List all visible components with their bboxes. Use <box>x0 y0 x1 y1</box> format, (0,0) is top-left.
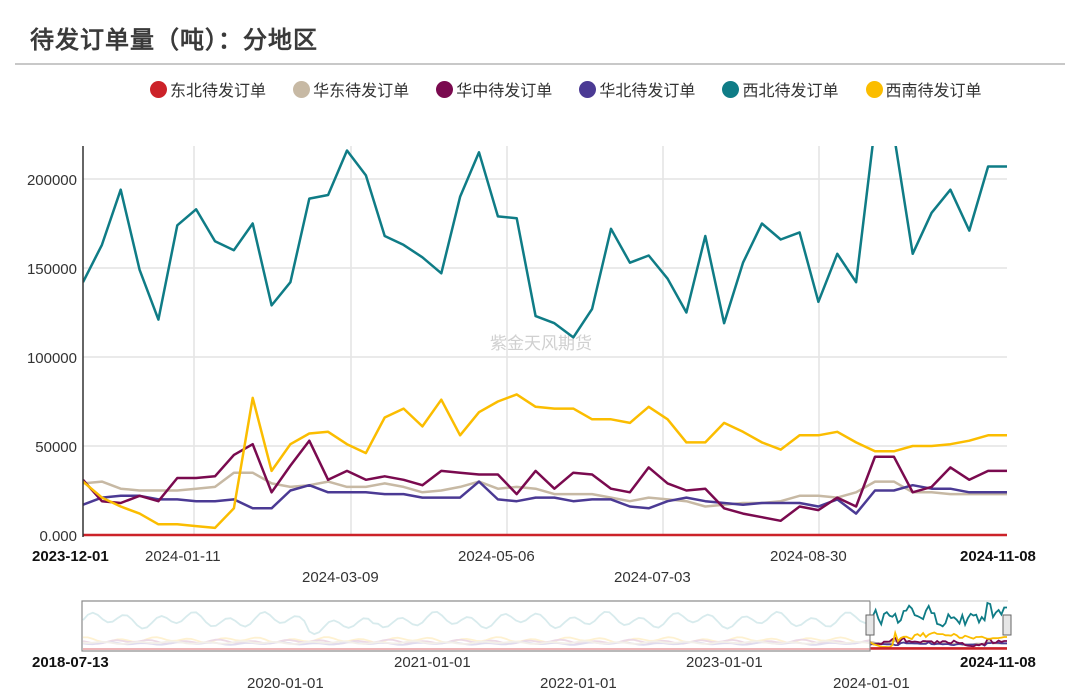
legend-dot-icon <box>579 80 597 98</box>
grid-lines <box>83 146 1007 535</box>
x-tick-label: 2024-07-03 <box>614 569 691 586</box>
navigator-tick-label: 2021-01-01 <box>394 654 471 671</box>
x-end-label: 2024-11-08 <box>960 548 1036 565</box>
navigator-end-label: 2024-11-08 <box>960 654 1036 671</box>
watermark: 紫金天风期货 <box>490 334 592 354</box>
legend-dot-icon <box>293 80 311 98</box>
legend-label: 华东待发订单 <box>313 81 410 100</box>
navigator-start-label: 2018-07-13 <box>32 654 109 671</box>
y-tick-label: 50000 <box>35 439 77 456</box>
navigator-tick-label: 2023-01-01 <box>686 654 763 671</box>
x-start-label: 2023-12-01 <box>32 548 109 565</box>
legend-item-southwest[interactable]: 西南待发订单 <box>865 76 982 102</box>
legend-dot-icon <box>865 80 883 98</box>
range-navigator[interactable] <box>81 600 1012 652</box>
y-axis-ticks: 0.000 50000 100000 150000 200000 <box>27 172 77 545</box>
series-line[interactable] <box>83 480 1007 515</box>
series-line[interactable] <box>83 471 1007 508</box>
chart-title: 待发订单量（吨）：分地区 <box>30 25 318 54</box>
x-tick-label: 2024-01-11 <box>145 548 221 565</box>
y-tick-label: 150000 <box>27 261 77 278</box>
x-tick-label: 2024-03-09 <box>302 569 379 586</box>
legend-item-northwest[interactable]: 西北待发订单 <box>722 76 838 102</box>
navigator-left-handle[interactable] <box>865 614 875 636</box>
legend-dot-icon <box>150 80 167 98</box>
navigator-unselected-mask[interactable] <box>81 600 871 652</box>
legend-item-central[interactable]: 华中待发订单 <box>436 76 552 102</box>
legend-item-north[interactable]: 华北待发订单 <box>579 76 695 102</box>
legend: 东北待发订单 华东待发订单 华中待发订单 华北待发订单 西北待发订单 西南待发订… <box>150 76 1020 102</box>
navigator-right-handle[interactable] <box>1002 614 1012 636</box>
title-divider <box>15 63 1065 65</box>
legend-label: 华北待发订单 <box>599 81 696 100</box>
y-tick-label: 100000 <box>27 350 77 367</box>
legend-dot-icon <box>436 80 454 98</box>
legend-label: 华中待发订单 <box>456 81 553 100</box>
plot-series[interactable] <box>83 126 1007 537</box>
navigator-tick-label: 2022-01-01 <box>540 675 617 692</box>
navigator-tick-label: 2024-01-01 <box>833 675 910 692</box>
series-line[interactable] <box>83 126 1007 339</box>
series-line[interactable] <box>83 393 1007 530</box>
y-tick-label: 200000 <box>27 172 77 189</box>
x-tick-label: 2024-08-30 <box>770 548 847 565</box>
legend-label: 东北待发订单 <box>170 81 267 100</box>
navigator-tick-label: 2020-01-01 <box>247 675 324 692</box>
legend-item-northeast[interactable]: 东北待发订单 <box>150 76 266 102</box>
legend-dot-icon <box>722 80 740 98</box>
legend-label: 西南待发订单 <box>885 81 982 100</box>
x-tick-label: 2024-05-06 <box>458 548 535 565</box>
y-tick-label: 0.000 <box>39 528 77 545</box>
legend-label: 西北待发订单 <box>742 81 839 100</box>
legend-item-east[interactable]: 华东待发订单 <box>293 76 409 102</box>
series-line[interactable] <box>83 439 1007 523</box>
